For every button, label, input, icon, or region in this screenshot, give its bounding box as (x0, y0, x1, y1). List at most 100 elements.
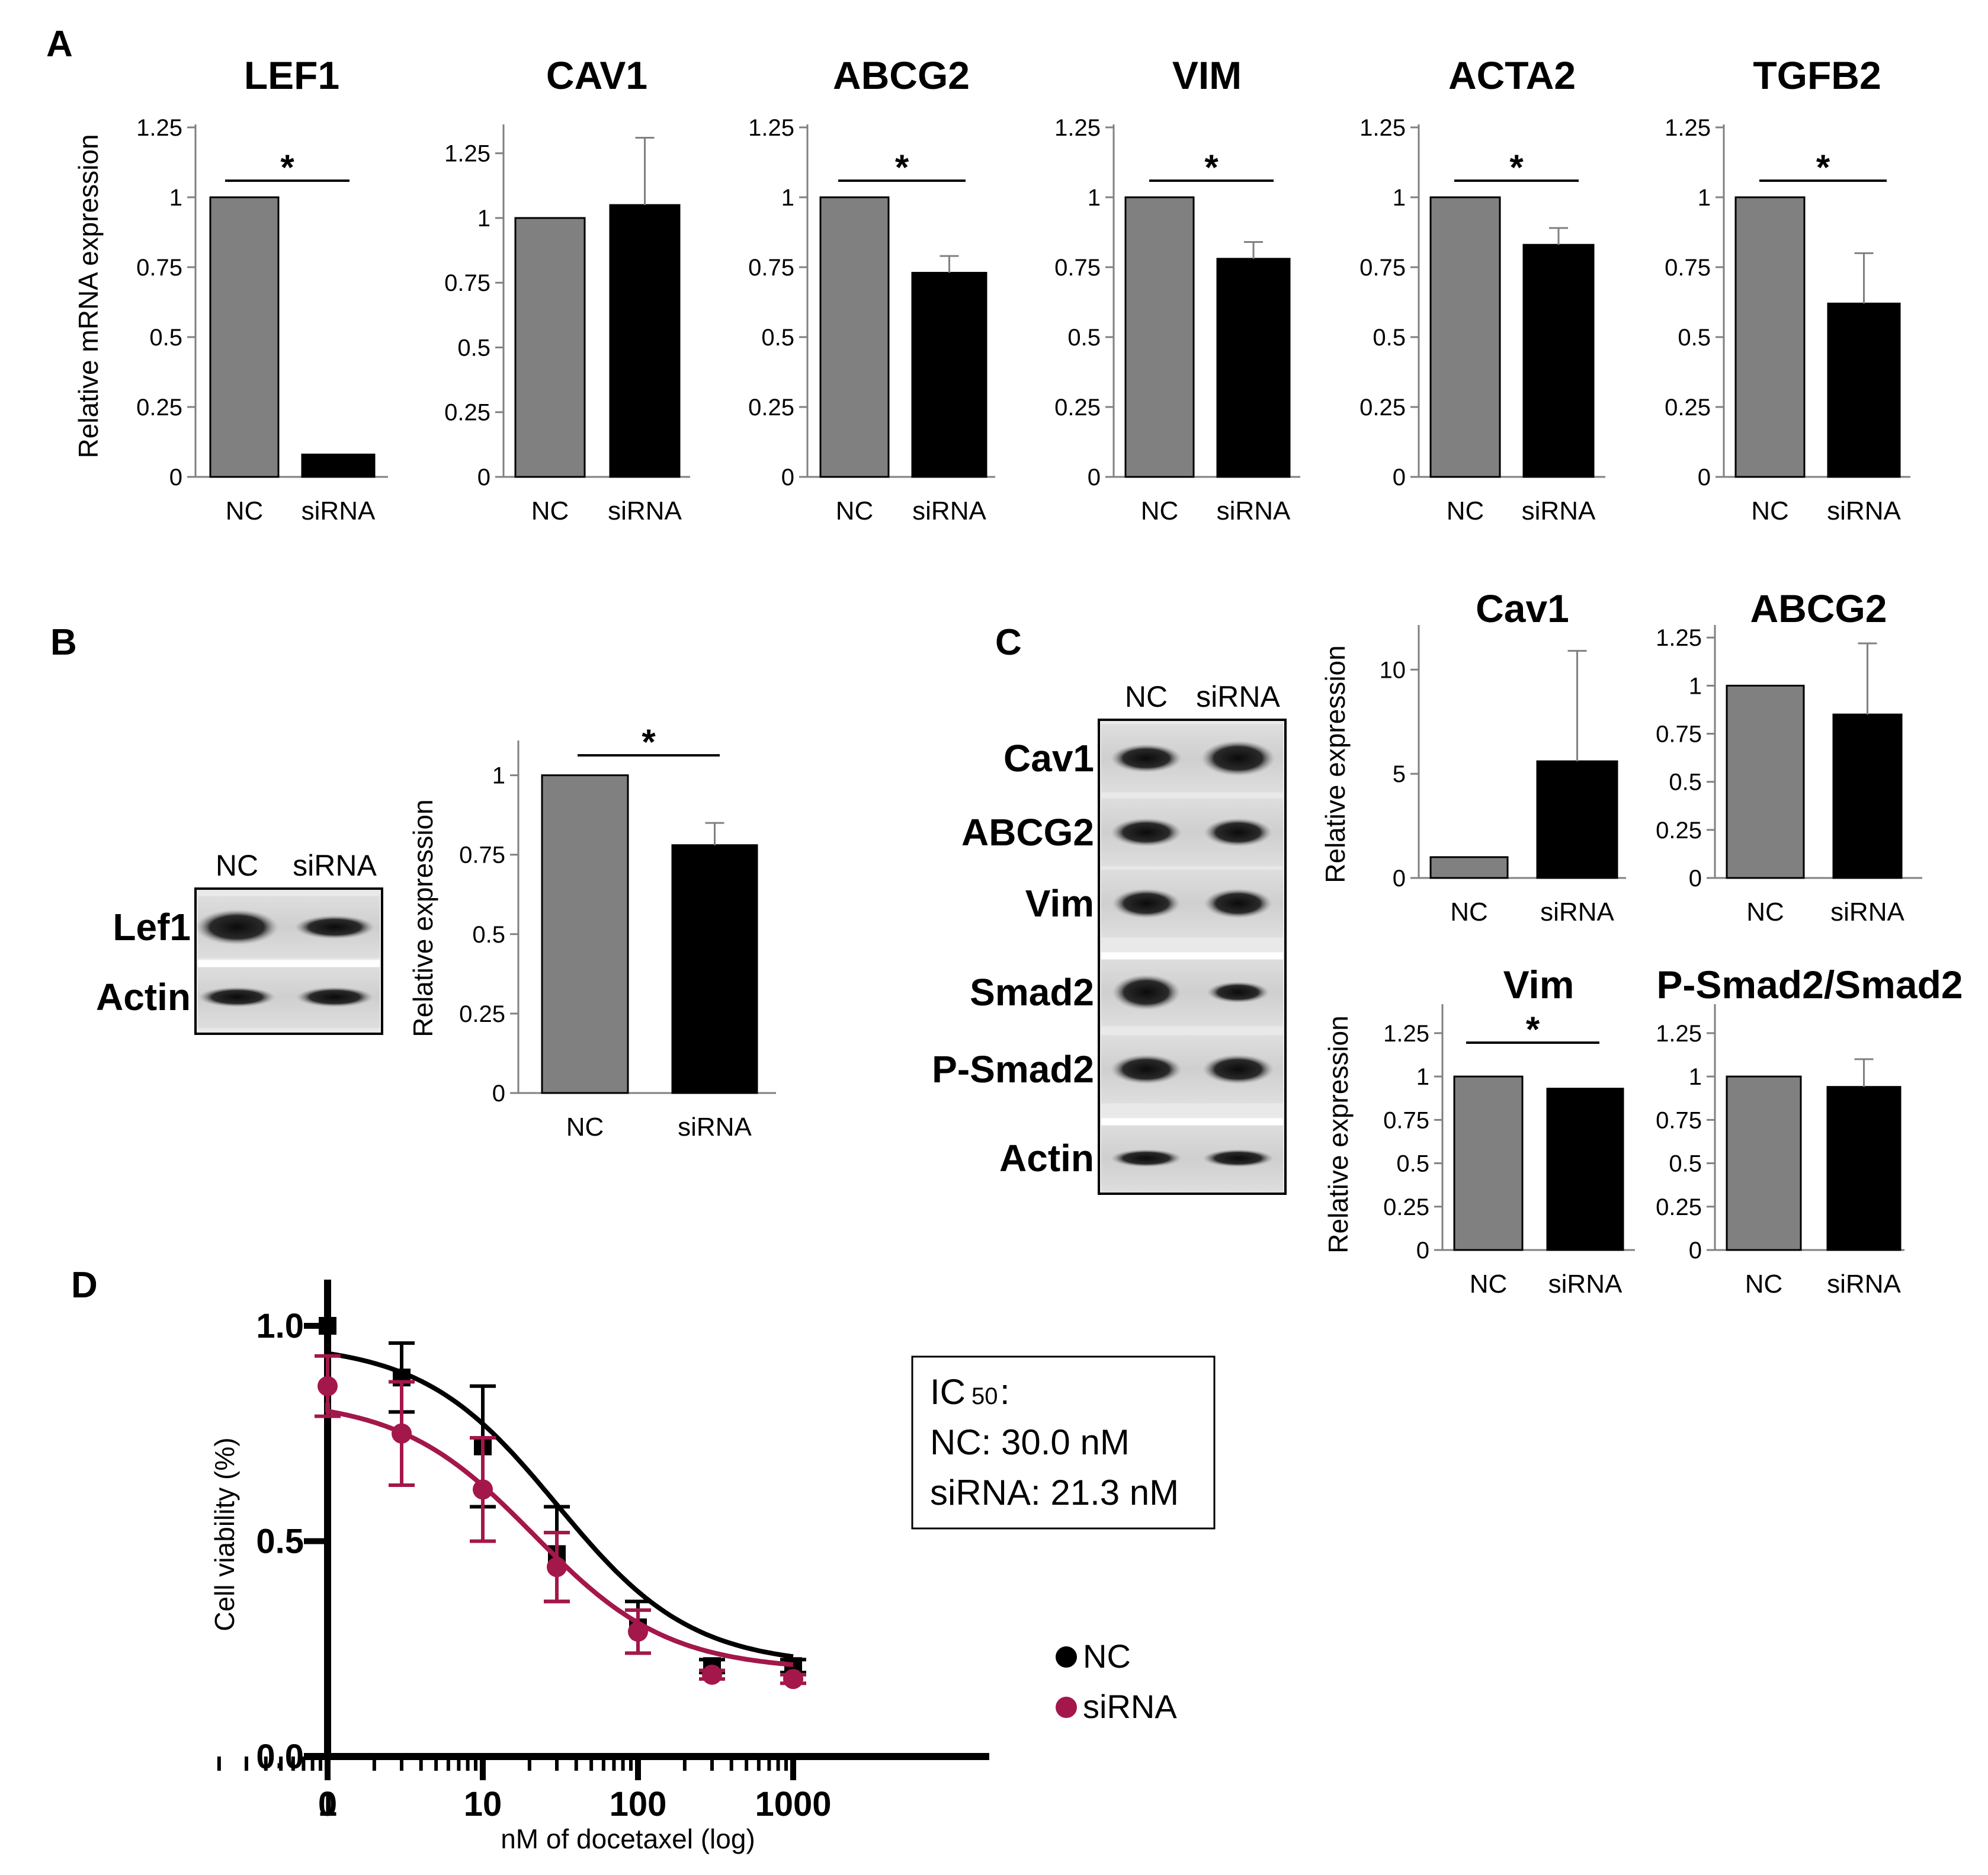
c-vim-bar-nc (1453, 1075, 1524, 1251)
blot-c-row-label: Actin (999, 1137, 1094, 1180)
a-abcg2-category-label: siRNA (912, 496, 986, 525)
blot-c-band-smad2-sirna (1207, 982, 1269, 1003)
blot-c-row-label: Smad2 (970, 971, 1094, 1014)
c-psmad2-y-tick-label: 0.75 (1656, 1107, 1702, 1133)
a-acta2-category-label: NC (1447, 496, 1484, 525)
a-lef1-y-tick-label: 0.5 (149, 325, 182, 351)
a-acta2-category-label: siRNA (1522, 496, 1596, 525)
a-vim-bar-sirna (1216, 258, 1291, 478)
a-vim-category-label: siRNA (1217, 496, 1291, 525)
blot-c-band-cav1-nc (1111, 744, 1182, 773)
western-blot-c: NC siRNA Cav1 ABCG2 Vim Smad2 P-Smad2 Actin (932, 680, 1287, 1195)
a-abcg2-bar-sirna (911, 271, 987, 478)
a-abcg2-category-label: NC (836, 496, 874, 525)
blot-b-column-label: siRNA (293, 849, 377, 882)
dose-x-tick-label: 0 (318, 1785, 337, 1823)
a-tgfb2-y-tick-label: 1 (1698, 185, 1711, 211)
a-vim-y-tick-label: 1.25 (1054, 115, 1101, 141)
a-tgfb2-bar-nc (1734, 196, 1806, 478)
ic50-sirna-value: siRNA: 21.3 nM (930, 1473, 1179, 1512)
blot-c-band-smad2-nc (1112, 975, 1181, 1010)
b-lef1-bar-nc (541, 774, 629, 1094)
a-cav1-y-tick-label: 1.25 (444, 141, 490, 167)
blot-b-row-label: Actin (96, 976, 191, 1018)
a-cav1-bar-nc (514, 217, 586, 478)
c-abcg2-y-tick-label: 0.75 (1656, 722, 1702, 748)
legend-marker-sirna (1056, 1697, 1077, 1718)
a-tgfb2-bar-sirna (1827, 302, 1901, 478)
c-abcg2-y-tick-label: 1 (1689, 673, 1702, 699)
a-lef1-y-tick-label: 0.75 (136, 255, 182, 281)
blot-c-row-label: Vim (1025, 882, 1094, 925)
c-psmad2-y-tick-label: 0.25 (1656, 1194, 1702, 1220)
dose-x-tick-label: 1000 (755, 1785, 831, 1823)
b-lef1-significance-star: * (642, 722, 656, 762)
bar-chart-a-abcg2: ABCG2 0 0.25 0.5 0.75 1 1.25 NC siRNA * (748, 53, 995, 525)
blot-b-lane-separator (198, 960, 380, 967)
a-acta2-bar-nc (1429, 196, 1501, 478)
c-vim-y-tick-label: 0.25 (1383, 1194, 1429, 1220)
bar-chart-c-abcg2: ABCG2 0 0.25 0.5 0.75 1 1.25 NC siRNA (1656, 586, 1922, 927)
a-lef1-category-label: NC (226, 496, 264, 525)
c-vim-y-tick-label: 1 (1416, 1064, 1429, 1090)
a-abcg2-significance-star: * (895, 148, 909, 187)
blot-c-column-label: NC (1125, 680, 1168, 713)
a-vim-title: VIM (1172, 53, 1242, 97)
a-lef1-title: LEF1 (244, 53, 339, 97)
c-abcg2-bar-nc (1726, 684, 1805, 879)
a-acta2-y-tick-label: 0 (1393, 464, 1406, 491)
b-lef1-y-tick-label: 0.5 (472, 922, 505, 948)
bar-chart-b-lef1: 0 0.25 0.5 0.75 1 NC siRNA * Relative expression (408, 722, 776, 1142)
a-cav1-bar-sirna (609, 204, 681, 478)
legend-label-nc: NC (1083, 1637, 1131, 1675)
b-lef1-y-tick-label: 0.75 (459, 842, 505, 868)
dose-x-tick-label: 10 (464, 1785, 502, 1823)
a-abcg2-y-tick-label: 0.5 (761, 325, 794, 351)
blot-c-band-p-smad2-sirna (1203, 1055, 1274, 1084)
panel-a-letter: A (46, 24, 73, 65)
ic50-heading-subscript: 50 (971, 1383, 998, 1409)
b-lef1-y-tick-label: 1 (492, 763, 505, 789)
blot-c-lane-separator (1101, 1118, 1283, 1126)
a-lef1-category-label: siRNA (302, 496, 376, 525)
c-vim-title: Vim (1503, 963, 1575, 1007)
c-psmad2-y-tick-label: 1.25 (1656, 1021, 1702, 1047)
a-lef1-bar-sirna (301, 453, 376, 478)
blot-b-band-actin-nc (198, 987, 275, 1007)
a-tgfb2-y-tick-label: 1.25 (1665, 115, 1711, 141)
c-cav1-bar-nc (1429, 856, 1509, 879)
c-abcg2-category-label: siRNA (1830, 898, 1904, 927)
western-blot-b: NC siRNA Lef1 Actin (96, 849, 383, 1035)
c-vim-y-tick-label: 1.25 (1383, 1021, 1429, 1047)
b-lef1-category-label: siRNA (678, 1113, 752, 1142)
c-vim-y-axis-label: Relative expression (1323, 1015, 1354, 1253)
a-acta2-significance-star: * (1509, 148, 1524, 187)
a-abcg2-y-tick-label: 0 (781, 464, 794, 491)
a-abcg2-y-tick-label: 1.25 (748, 115, 794, 141)
legend-label-sirna: siRNA (1083, 1688, 1177, 1725)
c-psmad2-category-label: NC (1745, 1270, 1783, 1299)
a-lef1-y-tick-label: 1 (169, 185, 182, 211)
blot-c-band-vim-sirna (1204, 889, 1272, 918)
blot-c-row-label: ABCG2 (961, 811, 1094, 854)
ic50-box (911, 1355, 1216, 1530)
a-cav1-y-tick-label: 0 (477, 464, 490, 491)
b-lef1-y-tick-label: 0.25 (459, 1001, 505, 1027)
panel-b-letter: B (50, 622, 77, 663)
a-vim-y-tick-label: 1 (1088, 185, 1101, 211)
blot-c-row-label: Cav1 (1003, 737, 1094, 780)
c-abcg2-title: ABCG2 (1750, 586, 1887, 630)
a-acta2-y-tick-label: 1 (1393, 185, 1406, 211)
a-cav1-y-tick-label: 0.5 (457, 335, 490, 361)
a-lef1-y-axis-label: Relative mRNA expression (73, 134, 104, 458)
c-cav1-bar-sirna (1536, 760, 1618, 879)
a-abcg2-y-tick-label: 0.75 (748, 255, 794, 281)
ic50-heading: IC (930, 1372, 966, 1412)
a-tgfb2-category-label: siRNA (1827, 496, 1901, 525)
bar-chart-a-tgfb2: TGFB2 0 0.25 0.5 0.75 1 1.25 NC siRNA * (1665, 53, 1910, 525)
dose-x-axis-label: nM of docetaxel (log) (501, 1823, 755, 1854)
c-vim-category-label: siRNA (1548, 1270, 1623, 1299)
a-vim-y-tick-label: 0.75 (1054, 255, 1101, 281)
c-psmad2-title: P-Smad2/Smad2 (1656, 963, 1963, 1007)
